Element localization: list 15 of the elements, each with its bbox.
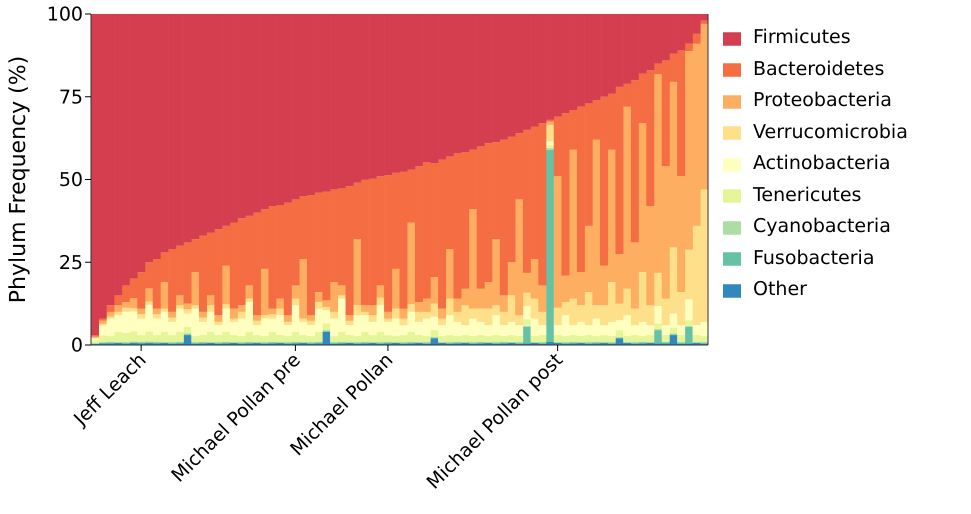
legend-label: Other xyxy=(753,278,807,300)
legend-label: Proteobacteria xyxy=(753,89,892,111)
y-tick-label: 25 xyxy=(58,252,83,274)
y-tick-label: 50 xyxy=(58,169,83,192)
legend-label: Actinobacteria xyxy=(753,152,891,174)
y-tick-label: 75 xyxy=(58,86,83,108)
y-axis-title: Phylum Frequency (%) xyxy=(6,56,31,304)
y-tick-label: 0 xyxy=(70,334,83,357)
legend-label: Tenericutes xyxy=(753,184,862,206)
y-tick-label: 100 xyxy=(46,4,83,26)
legend-label: Cyanobacteria xyxy=(753,215,891,237)
legend-label: Fusobacteria xyxy=(753,246,874,268)
legend-label: Bacteroidetes xyxy=(753,58,884,80)
legend-label: Firmicutes xyxy=(753,26,851,48)
legend-label: Verrucomicrobia xyxy=(753,120,908,142)
